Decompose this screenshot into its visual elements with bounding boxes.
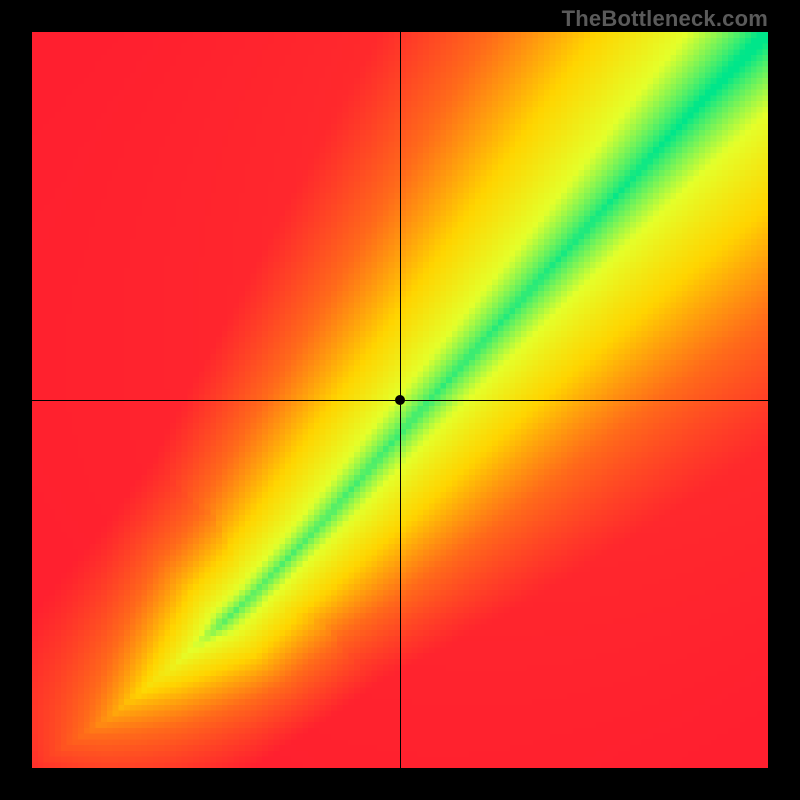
watermark-text: TheBottleneck.com xyxy=(562,6,768,32)
plot-area xyxy=(32,32,768,768)
data-point-marker xyxy=(395,395,405,405)
